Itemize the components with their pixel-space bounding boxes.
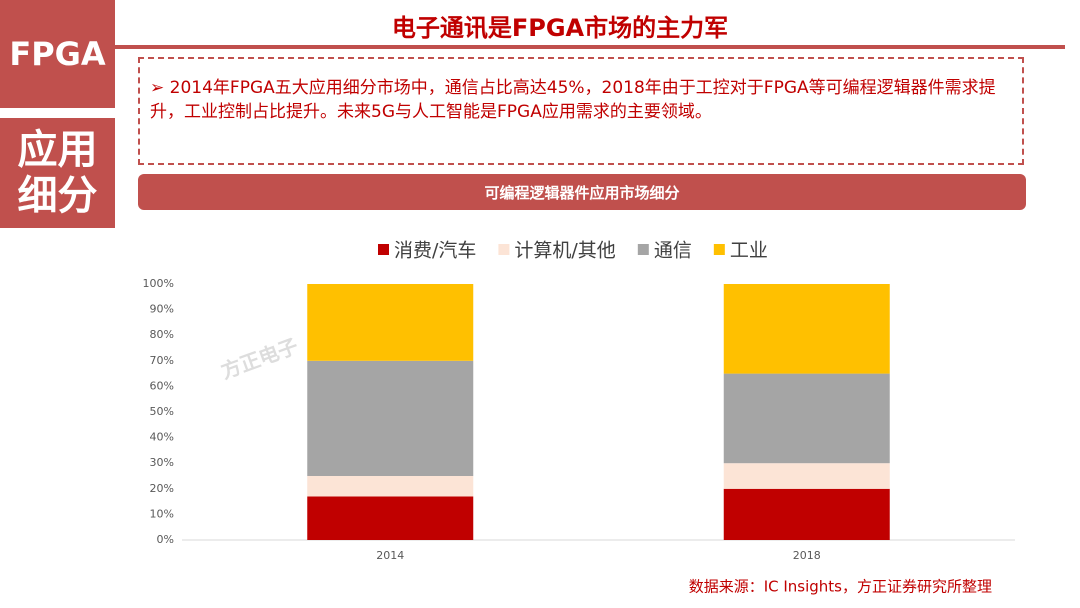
chart-title: 可编程逻辑器件应用市场细分 (138, 174, 1026, 210)
legend-swatch (713, 244, 725, 255)
tag: FPGA (0, 0, 115, 108)
y-tick-label: 0% (157, 533, 174, 546)
y-tick-label: 30% (150, 456, 174, 469)
legend-label: 工业 (730, 240, 768, 262)
legend-label: 消费/汽车 (394, 240, 476, 262)
y-tick-label: 10% (150, 507, 174, 520)
y-tick-label: 50% (150, 405, 174, 418)
y-tick-label: 90% (150, 303, 174, 316)
bar-segment (723, 488, 890, 540)
bar-segment (307, 360, 474, 476)
bar-segment (723, 284, 890, 374)
y-tick-label: 20% (150, 482, 174, 495)
bar-segment (307, 284, 474, 361)
y-tick-label: 40% (150, 431, 174, 444)
slide-title: 电子通讯是FPGA市场的主力军 (391, 14, 729, 42)
legend-swatch (498, 244, 510, 255)
legend-swatch (378, 244, 389, 255)
x-tick-label: 2014 (376, 549, 404, 562)
legend-label: 计算机/其他 (514, 240, 615, 262)
bar-segment (307, 476, 474, 497)
legend-swatch (637, 244, 649, 255)
section-tag: 应用细分 (0, 118, 115, 228)
source: 数据来源：IC Insights，方正证券研究所整理 (689, 578, 992, 596)
watermark: 方正电子 (218, 334, 301, 384)
summary-text: ➢ 2014年FPGA五大应用细分市场中，通信占比高达45%，2018年由于工控… (150, 78, 996, 122)
title-rule (115, 45, 1065, 49)
x-tick-label: 2018 (793, 549, 821, 562)
legend-label: 通信 (654, 240, 692, 262)
y-tick-label: 60% (150, 379, 174, 392)
y-tick-label: 70% (150, 354, 174, 367)
bar-segment (723, 373, 890, 464)
bar-segment (723, 463, 890, 489)
bullet: 2014年FPGA五大应用细分市场中，通信占比高达45%，2018年由于工控对于… (150, 78, 996, 122)
bar-segment (307, 496, 474, 540)
y-tick-label: 100% (143, 277, 174, 290)
y-tick-label: 80% (150, 328, 174, 341)
summary-box (138, 57, 1024, 165)
